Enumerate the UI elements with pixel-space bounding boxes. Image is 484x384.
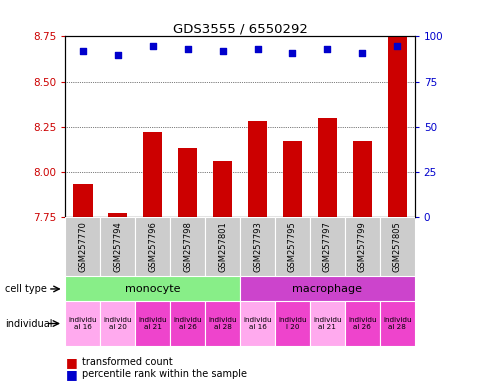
Text: individu
al 26: individu al 26 <box>347 317 376 330</box>
Text: GSM257801: GSM257801 <box>218 221 227 272</box>
Bar <box>387 36 406 217</box>
Text: GSM257770: GSM257770 <box>78 221 87 272</box>
Point <box>218 48 226 54</box>
Title: GDS3555 / 6550292: GDS3555 / 6550292 <box>172 22 307 35</box>
Bar <box>274 301 309 346</box>
Bar <box>282 141 302 217</box>
Text: GSM257796: GSM257796 <box>148 221 157 272</box>
Bar <box>170 301 205 346</box>
Text: GSM257798: GSM257798 <box>183 221 192 272</box>
Text: GSM257793: GSM257793 <box>253 221 261 272</box>
Bar <box>274 217 309 276</box>
Point <box>358 50 365 56</box>
Bar <box>309 301 344 346</box>
Text: monocyte: monocyte <box>125 284 180 294</box>
Text: individu
l 20: individu l 20 <box>277 317 306 330</box>
Bar <box>73 184 92 217</box>
Bar <box>65 301 100 346</box>
Bar <box>108 214 127 217</box>
Bar <box>344 217 379 276</box>
Point <box>323 46 331 52</box>
Bar <box>317 118 336 217</box>
Text: individual: individual <box>5 318 52 329</box>
Bar <box>240 276 414 301</box>
Text: percentile rank within the sample: percentile rank within the sample <box>82 369 247 379</box>
Text: individu
al 26: individu al 26 <box>173 317 202 330</box>
Bar <box>100 301 135 346</box>
Bar <box>65 276 240 301</box>
Bar <box>212 161 232 217</box>
Point <box>253 46 261 52</box>
Bar <box>309 217 344 276</box>
Bar <box>100 217 135 276</box>
Bar <box>205 217 240 276</box>
Bar <box>135 217 170 276</box>
Text: ■: ■ <box>65 356 77 369</box>
Point <box>288 50 296 56</box>
Text: individu
al 28: individu al 28 <box>208 317 237 330</box>
Bar <box>240 217 274 276</box>
Bar <box>205 301 240 346</box>
Text: GSM257795: GSM257795 <box>287 221 296 272</box>
Text: GSM257799: GSM257799 <box>357 221 366 272</box>
Bar <box>344 301 379 346</box>
Bar <box>379 217 414 276</box>
Text: individu
al 20: individu al 20 <box>103 317 132 330</box>
Point <box>114 51 121 58</box>
Text: cell type: cell type <box>5 284 46 294</box>
Bar <box>143 132 162 217</box>
Bar <box>178 148 197 217</box>
Point <box>79 48 87 54</box>
Text: macrophage: macrophage <box>292 284 362 294</box>
Text: individu
al 21: individu al 21 <box>312 317 341 330</box>
Text: individu
al 16: individu al 16 <box>68 317 97 330</box>
Text: individu
al 16: individu al 16 <box>242 317 272 330</box>
Bar <box>247 121 267 217</box>
Text: ■: ■ <box>65 368 77 381</box>
Bar <box>65 217 100 276</box>
Text: GSM257797: GSM257797 <box>322 221 331 272</box>
Bar <box>240 301 274 346</box>
Bar <box>135 301 170 346</box>
Text: transformed count: transformed count <box>82 357 173 367</box>
Text: individu
al 21: individu al 21 <box>138 317 167 330</box>
Bar <box>170 217 205 276</box>
Text: GSM257805: GSM257805 <box>392 221 401 272</box>
Text: individu
al 28: individu al 28 <box>382 317 411 330</box>
Bar <box>352 141 371 217</box>
Point <box>393 43 400 49</box>
Text: GSM257794: GSM257794 <box>113 221 122 272</box>
Point <box>149 43 156 49</box>
Bar <box>379 301 414 346</box>
Point <box>183 46 191 52</box>
